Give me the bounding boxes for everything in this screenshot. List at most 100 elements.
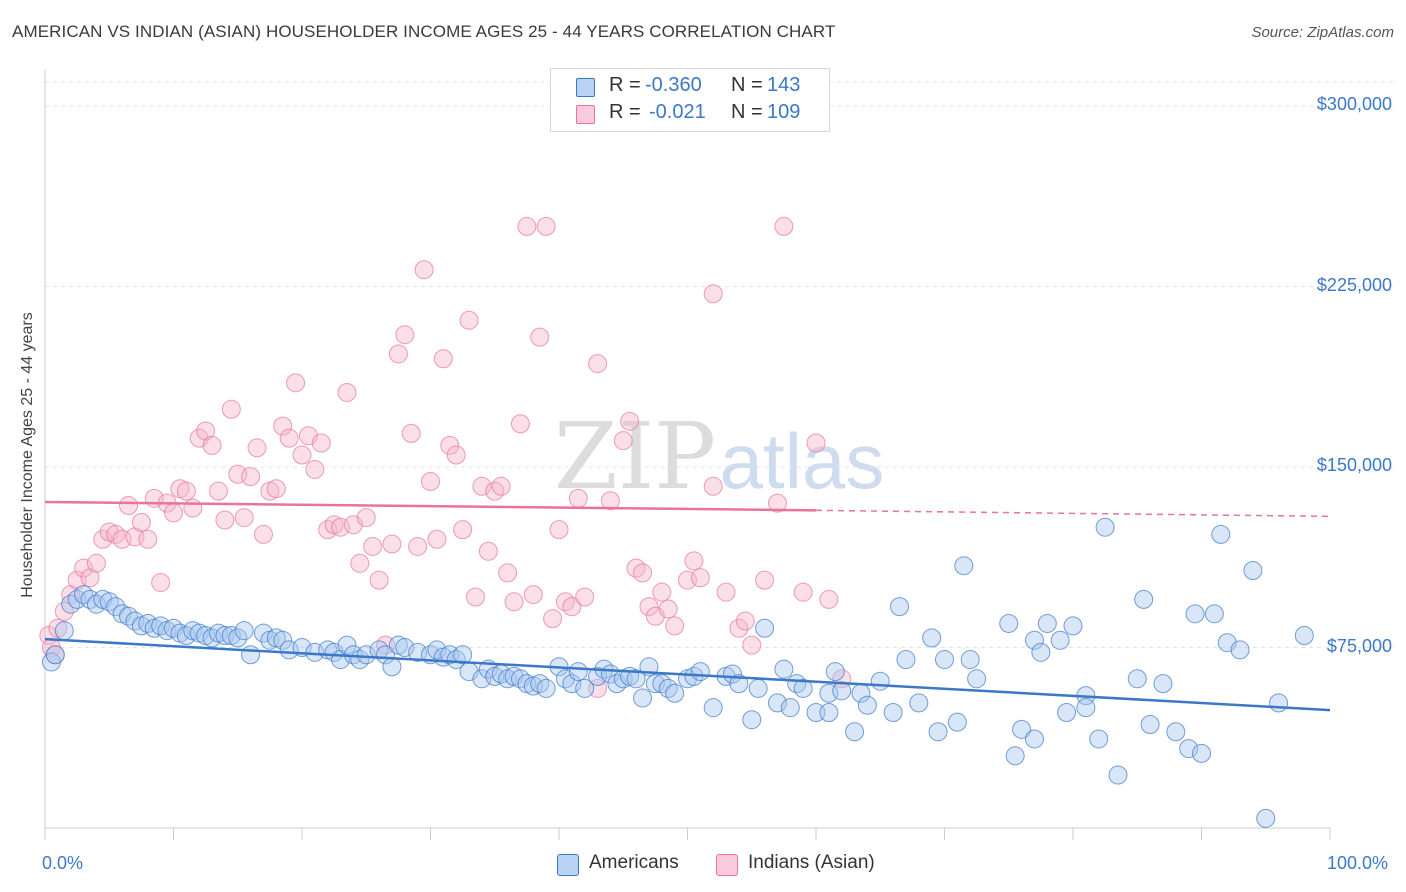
american-point — [890, 597, 910, 617]
american-point — [883, 702, 903, 722]
american-point — [1204, 604, 1224, 624]
indian-point — [549, 520, 569, 540]
y-tick-label: $75,000 — [1326, 635, 1392, 656]
american-point — [1166, 722, 1186, 742]
american-point — [742, 710, 762, 730]
indian-point — [286, 373, 306, 393]
indian-point — [626, 558, 646, 578]
american-point — [1179, 739, 1199, 759]
american-point — [382, 657, 402, 677]
american-point — [54, 621, 74, 641]
indian-point — [523, 585, 543, 605]
y-tick-label: $150,000 — [1316, 455, 1392, 476]
american-point — [575, 678, 595, 698]
indian-point — [131, 512, 151, 532]
american-points — [41, 517, 1314, 828]
indian-point — [633, 563, 653, 583]
indian-point — [568, 488, 588, 508]
american-point — [633, 688, 653, 708]
american-point — [61, 594, 81, 614]
indian-point — [215, 510, 235, 530]
american-point — [774, 659, 794, 679]
indian-point — [273, 416, 293, 436]
indian-point — [658, 599, 678, 619]
american-point — [658, 678, 678, 698]
indian-point — [806, 433, 826, 453]
indian-point — [311, 433, 331, 453]
indian-point — [305, 459, 325, 479]
american-point — [1211, 524, 1231, 544]
indian-point — [485, 481, 505, 501]
indian-point — [408, 536, 428, 556]
american-point — [1185, 604, 1205, 624]
n-label: N = — [731, 101, 763, 123]
american-point — [819, 702, 839, 722]
american-point — [1294, 625, 1314, 645]
american-point — [228, 628, 248, 648]
indian-point — [176, 481, 196, 501]
indian-trend-extension — [815, 509, 1331, 518]
american-point — [369, 640, 389, 660]
indian-point — [774, 216, 794, 236]
indian-point — [536, 216, 556, 236]
indian-point — [369, 570, 389, 590]
american-point — [967, 669, 987, 689]
indian-point — [382, 534, 402, 554]
trend-lines — [44, 500, 1331, 712]
watermark-zip: ZIP — [554, 403, 716, 510]
american-point — [857, 695, 877, 715]
gridlines — [45, 81, 1395, 649]
american-point — [562, 674, 582, 694]
american-point — [1089, 729, 1109, 749]
r-value: -0.021 — [649, 101, 706, 123]
indian-point — [600, 491, 620, 511]
pink-swatch — [576, 105, 595, 124]
indian-point — [266, 479, 286, 499]
indian-point — [356, 508, 376, 528]
indian-point — [196, 421, 216, 441]
american-point — [1095, 517, 1115, 537]
n-value: 143 — [767, 74, 801, 96]
american-point — [935, 650, 954, 670]
chart-title: AMERICAN VS INDIAN (ASIAN) HOUSEHOLDER I… — [12, 22, 836, 41]
indian-point — [819, 589, 839, 609]
american-point — [1076, 698, 1096, 718]
american-trend-line — [44, 637, 1331, 712]
indian-point — [350, 553, 370, 573]
indian-point — [427, 529, 447, 549]
legend-label: Americans — [589, 852, 679, 873]
indian-point — [202, 435, 222, 455]
indian-point — [530, 327, 550, 347]
indian-point — [292, 445, 312, 465]
indian-point — [363, 536, 383, 556]
indian-point — [183, 498, 203, 518]
legend-blue-swatch — [557, 854, 579, 876]
x-tick-max: 100.0% — [1327, 853, 1389, 873]
legend-label: Indians (Asian) — [748, 852, 875, 873]
indian-point — [742, 635, 762, 655]
american-point — [729, 674, 749, 694]
indian-point — [690, 568, 710, 588]
indian-point — [459, 310, 479, 330]
indian-point — [613, 431, 633, 451]
indian-point — [208, 481, 228, 501]
indian-point — [337, 382, 357, 402]
indian-point — [767, 493, 787, 513]
american-point — [748, 678, 768, 698]
indian-point — [703, 476, 723, 496]
american-point — [690, 662, 710, 682]
american-point — [1153, 674, 1173, 694]
indian-point — [652, 582, 672, 602]
indian-point — [555, 592, 575, 612]
american-point — [755, 618, 775, 638]
indian-point — [234, 508, 254, 528]
american-point — [119, 606, 139, 626]
indian-point — [401, 423, 421, 443]
indian-point — [54, 601, 74, 621]
indian-point — [414, 260, 434, 280]
american-point — [1269, 693, 1289, 713]
indian-point — [241, 467, 261, 487]
indian-point — [755, 570, 775, 590]
indian-point — [639, 597, 659, 617]
